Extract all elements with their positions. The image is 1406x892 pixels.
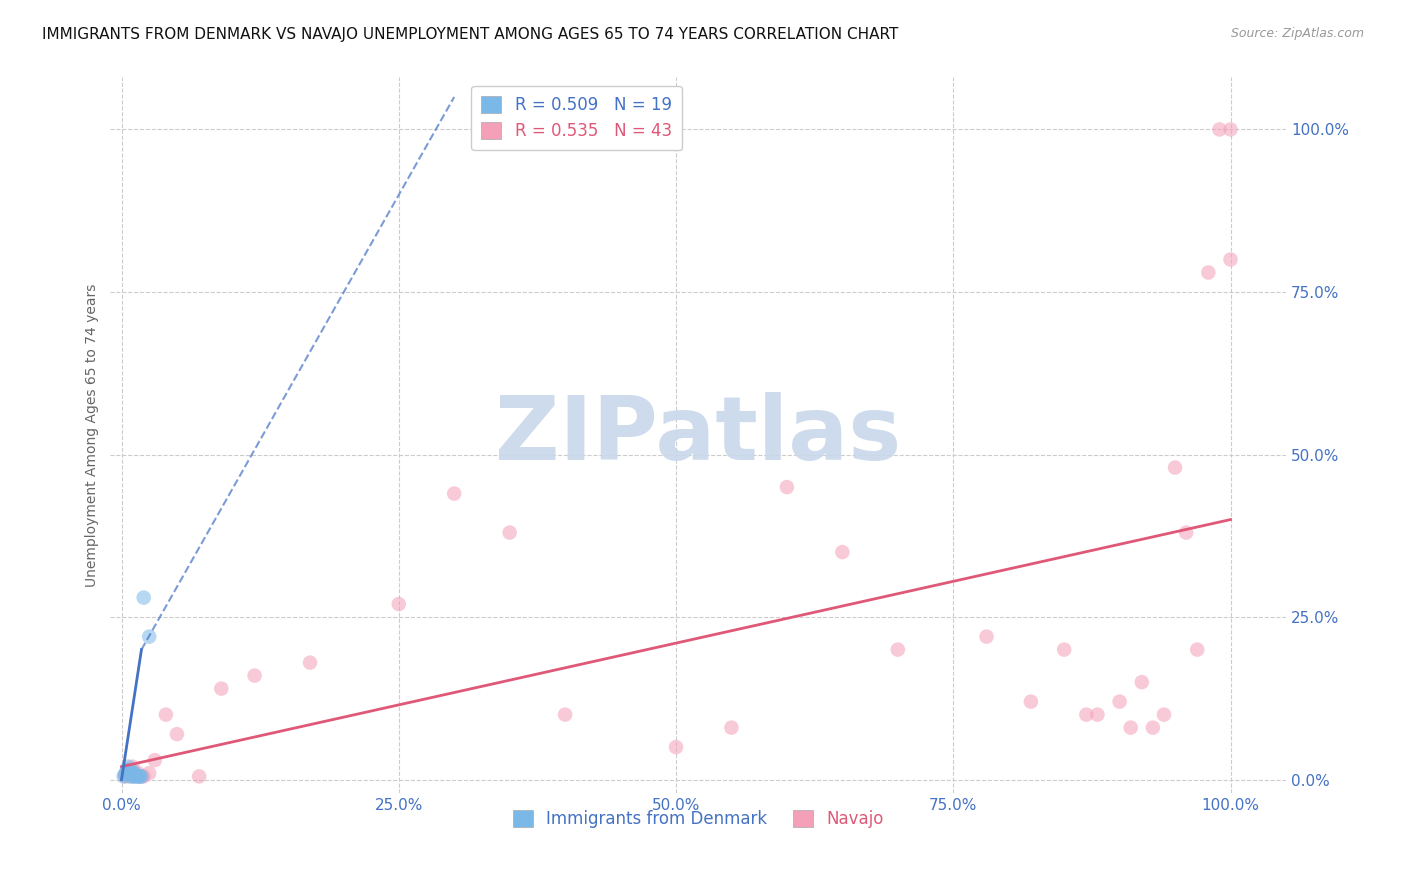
Text: IMMIGRANTS FROM DENMARK VS NAVAJO UNEMPLOYMENT AMONG AGES 65 TO 74 YEARS CORRELA: IMMIGRANTS FROM DENMARK VS NAVAJO UNEMPL… [42,27,898,42]
Point [122,766,145,780]
Point [138,766,160,780]
Legend: Immigrants from Denmark, Navajo: Immigrants from Denmark, Navajo [506,803,890,834]
Point [665,740,688,755]
Point [131,769,153,783]
Text: Source: ZipAtlas.com: Source: ZipAtlas.com [1230,27,1364,40]
Point [1142,721,1164,735]
Point [121,763,143,777]
Point [188,769,211,783]
Point [1197,265,1219,279]
Y-axis label: Unemployment Among Ages 65 to 74 years: Unemployment Among Ages 65 to 74 years [86,284,100,587]
Point [1130,675,1153,690]
Point [1164,460,1187,475]
Point [166,727,188,741]
Point [1208,122,1230,136]
Point [155,707,177,722]
Point [117,759,139,773]
Point [1108,695,1130,709]
Point [131,769,153,783]
Point [143,753,166,767]
Text: ZIPatlas: ZIPatlas [495,392,901,478]
Point [887,642,910,657]
Point [125,769,148,783]
Point [127,766,149,780]
Point [776,480,799,494]
Point [388,597,411,611]
Point [124,769,146,783]
Point [976,630,998,644]
Point [124,769,146,783]
Point [138,630,160,644]
Point [243,668,266,682]
Point [115,766,138,780]
Point [118,769,141,783]
Point [1019,695,1042,709]
Point [831,545,853,559]
Point [1219,122,1241,136]
Point [1187,642,1209,657]
Point [114,769,136,783]
Point [114,767,136,781]
Point [125,767,148,781]
Point [1053,642,1076,657]
Point [1076,707,1098,722]
Point [720,721,742,735]
Point [112,769,135,783]
Point [132,591,155,605]
Point [128,769,150,783]
Point [1087,707,1109,722]
Point [118,763,141,777]
Point [129,769,152,783]
Point [115,763,138,777]
Point [554,707,576,722]
Point [121,769,143,783]
Point [1153,707,1175,722]
Point [443,486,465,500]
Point [1219,252,1241,267]
Point [115,766,138,780]
Point [121,769,143,783]
Point [132,769,155,783]
Point [209,681,232,696]
Point [127,769,149,783]
Point [1175,525,1198,540]
Point [120,766,142,780]
Point [1119,721,1142,735]
Point [498,525,520,540]
Point [299,656,322,670]
Point [121,759,143,773]
